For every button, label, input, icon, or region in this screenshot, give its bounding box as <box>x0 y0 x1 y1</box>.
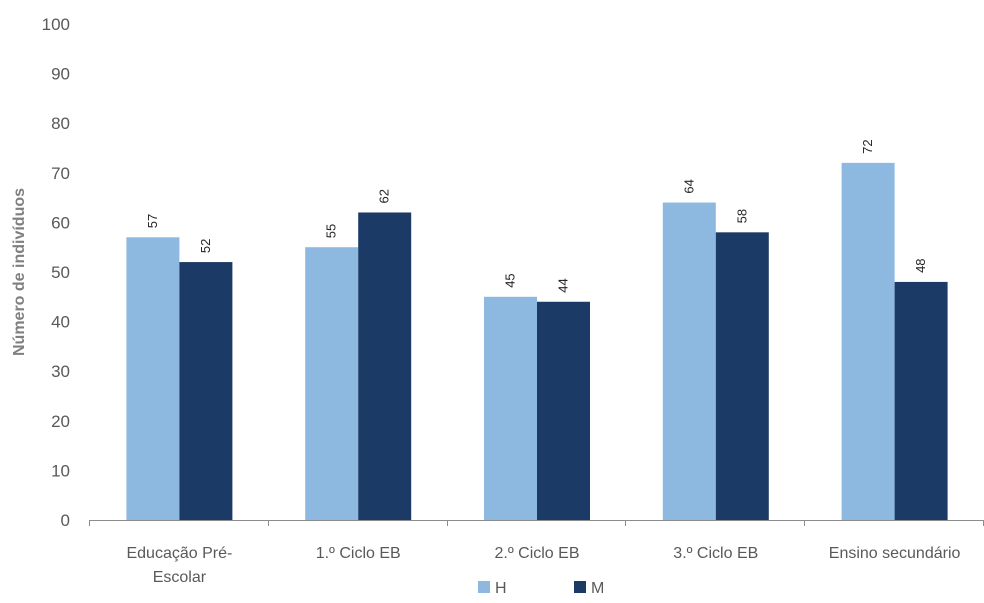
x-tick-label: Educação Pré- <box>126 545 232 562</box>
data-label: 48 <box>913 258 928 272</box>
bar-m-1 <box>358 212 411 520</box>
y-tick-label: 0 <box>61 511 70 530</box>
y-tick-label: 30 <box>51 362 70 381</box>
x-axis: Educação Pré- Escolar 1.º Ciclo EB 2.º Cicl… <box>90 520 984 586</box>
y-tick-label: 40 <box>51 313 70 332</box>
legend-label: M <box>591 580 604 597</box>
legend-swatch <box>478 581 490 593</box>
x-tick-label: Ensino secundário <box>829 545 961 562</box>
y-axis: 0 10 20 30 40 50 60 70 80 90 100 <box>42 15 70 530</box>
data-label: 62 <box>377 189 392 203</box>
x-category-label: Ensino secundário <box>829 545 961 562</box>
y-tick-label: 100 <box>42 15 70 34</box>
x-tick-label: 1.º Ciclo EB <box>316 545 401 562</box>
bar-h-1 <box>305 247 358 520</box>
data-label: 44 <box>556 278 571 292</box>
y-tick-label: 70 <box>51 164 70 183</box>
y-tick-label: 90 <box>51 65 70 84</box>
y-axis-title-group: Número de indivíduos <box>11 188 28 356</box>
bar-m-3 <box>716 232 769 520</box>
data-label: 64 <box>681 179 696 193</box>
y-tick-label: 50 <box>51 263 70 282</box>
bar-m-0 <box>179 262 232 520</box>
y-tick-label: 10 <box>51 461 70 480</box>
legend-item: M <box>574 580 604 597</box>
x-tick-label: Escolar <box>153 569 207 586</box>
x-tick-label: 2.º Ciclo EB <box>495 545 580 562</box>
bar-h-4 <box>842 163 895 520</box>
y-tick-label: 20 <box>51 412 70 431</box>
bar-m-2 <box>537 302 590 520</box>
x-tick-label: 3.º Ciclo EB <box>673 545 758 562</box>
y-axis-title: Número de indivíduos <box>11 188 28 356</box>
data-label: 55 <box>324 224 339 238</box>
x-category-label: 3.º Ciclo EB <box>673 545 758 562</box>
data-labels: 57 52 55 62 45 44 64 58 72 48 <box>145 139 928 292</box>
y-tick-label: 60 <box>51 213 70 232</box>
data-label: 57 <box>145 214 160 228</box>
x-category-label: 1.º Ciclo EB <box>316 545 401 562</box>
legend-swatch <box>574 581 586 593</box>
data-label: 72 <box>860 139 875 153</box>
bar-h-0 <box>126 237 179 520</box>
bar-h-2 <box>484 297 537 520</box>
data-label: 58 <box>734 209 749 223</box>
bars <box>126 163 947 520</box>
legend-item: H <box>478 580 507 597</box>
bar-m-4 <box>895 282 948 520</box>
x-category-label: Educação Pré- Escolar <box>126 545 232 586</box>
bar-h-3 <box>663 203 716 520</box>
data-label: 45 <box>503 273 518 287</box>
x-category-label: 2.º Ciclo EB <box>495 545 580 562</box>
y-tick-label: 80 <box>51 114 70 133</box>
legend-label: H <box>495 580 507 597</box>
data-label: 52 <box>198 239 213 253</box>
